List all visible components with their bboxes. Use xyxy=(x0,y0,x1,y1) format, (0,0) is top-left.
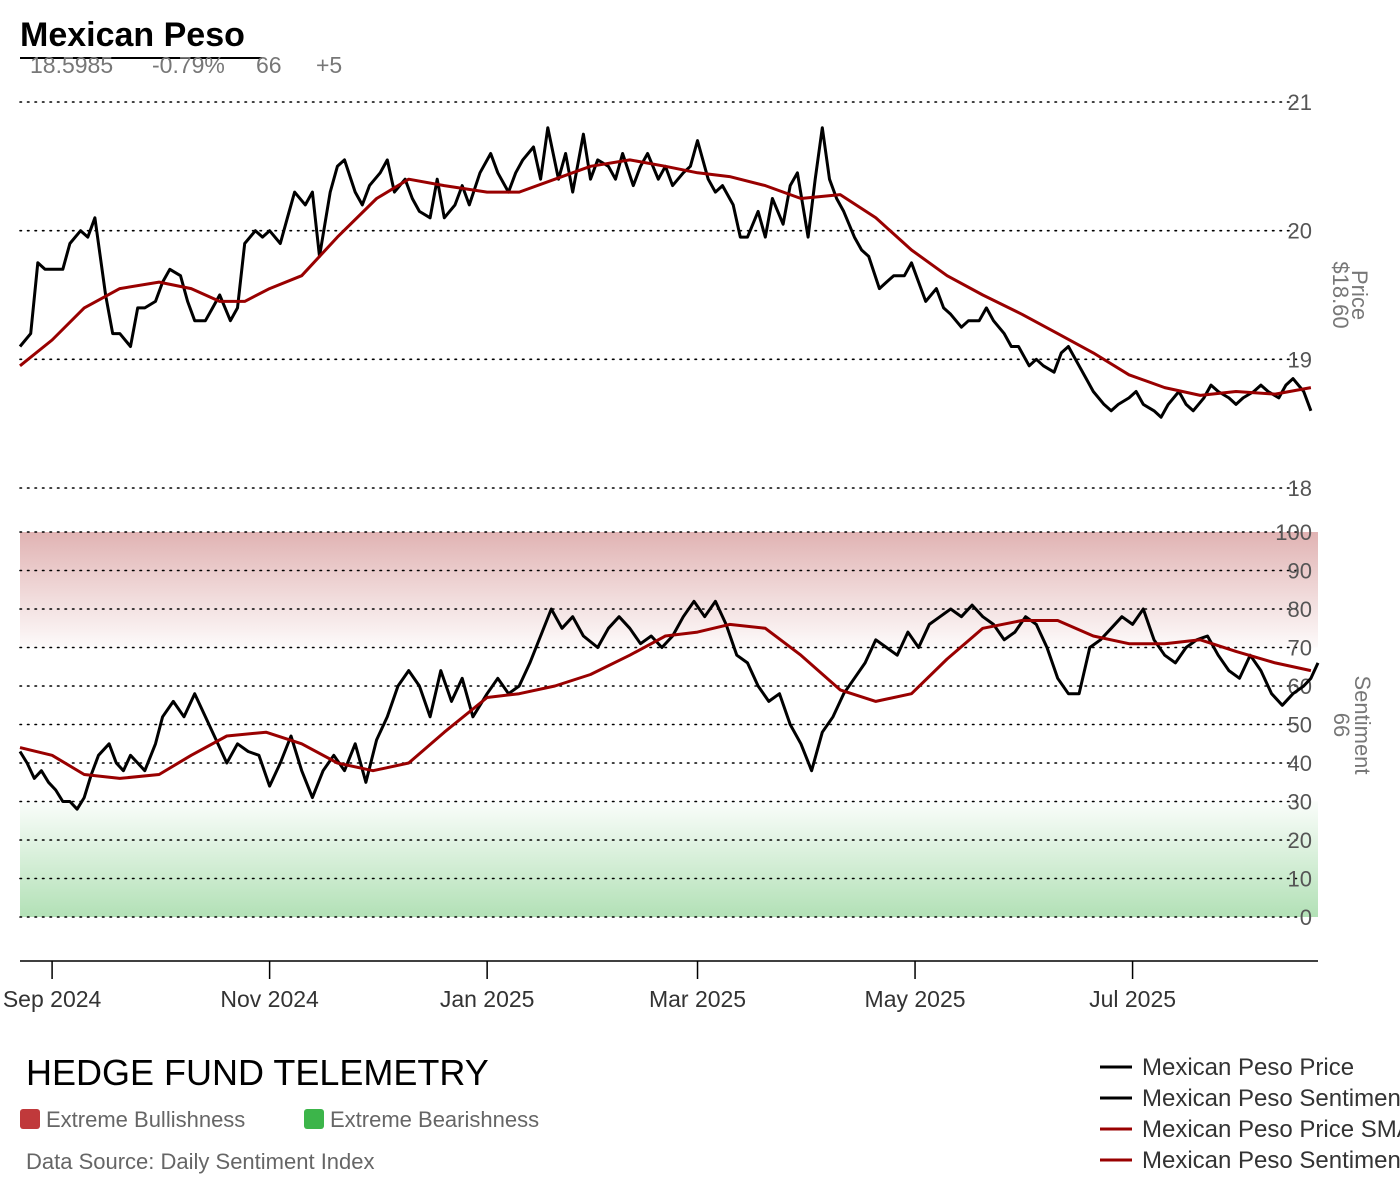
mexican-peso-price-line xyxy=(18,126,1313,419)
mexican-peso-price-sma-line xyxy=(19,158,1312,397)
mexican-peso-sentiment-sma-line xyxy=(19,619,1312,780)
price-tick-labels: 18 19 20 21 xyxy=(1288,90,1312,501)
legend-label: Mexican Peso Price xyxy=(1142,1054,1354,1081)
price-tick-label: 21 xyxy=(1288,90,1312,115)
price-tick-label: 20 xyxy=(1288,219,1312,244)
header-price: 18.5985 xyxy=(30,52,113,78)
sentiment-series-group xyxy=(18,599,1320,811)
x-tick-label: Jul 2025 xyxy=(1089,986,1176,1012)
bull-zone xyxy=(20,532,1318,648)
header-sentiment: 66 xyxy=(256,52,282,78)
header-change: -0.79% xyxy=(152,52,225,78)
x-tick-label: May 2025 xyxy=(865,986,966,1012)
sentiment-tick-label: 30 xyxy=(1288,790,1312,815)
x-axis-ticks: Sep 2024 Nov 2024 Jan 2025 Mar 2025 May 2025… xyxy=(3,961,1176,1012)
sentiment-tick-label: 0 xyxy=(1300,905,1312,930)
sentiment-tick-label: 20 xyxy=(1288,828,1312,853)
price-tick-label: 18 xyxy=(1288,476,1312,501)
x-tick-label: Nov 2024 xyxy=(220,986,319,1012)
bear-label: Extreme Bearishness xyxy=(330,1107,539,1132)
sentiment-tick-label: 80 xyxy=(1288,597,1312,622)
sentiment-tick-label: 90 xyxy=(1288,559,1312,584)
price-tick-label: 19 xyxy=(1288,347,1312,372)
brand-text: HEDGE FUND TELEMETRY xyxy=(26,1052,489,1093)
mexican-peso-sentiment-line xyxy=(18,599,1320,811)
sentiment-axis-value: 66 xyxy=(1329,713,1354,737)
legend-label: Mexican Peso Sentiment SMA xyxy=(1142,1147,1400,1174)
sentiment-tick-label: 70 xyxy=(1288,636,1312,661)
sentiment-tick-label: 50 xyxy=(1288,713,1312,738)
price-gridlines xyxy=(19,101,1301,489)
sentiment-gridlines xyxy=(19,531,1301,918)
header-sentiment-change: +5 xyxy=(316,52,342,78)
legend: Mexican Peso Price Mexican Peso Sentiment… xyxy=(1100,1054,1400,1174)
sentiment-tick-label: 40 xyxy=(1288,751,1312,776)
x-tick-label: Mar 2025 xyxy=(649,986,746,1012)
price-series-group xyxy=(18,126,1313,419)
bull-swatch xyxy=(20,1109,40,1129)
bull-label: Extreme Bullishness xyxy=(46,1107,245,1132)
bear-zone xyxy=(20,801,1318,917)
chart-title: Mexican Peso xyxy=(20,16,245,54)
bear-swatch xyxy=(304,1109,324,1129)
data-source: Data Source: Daily Sentiment Index xyxy=(26,1149,375,1174)
x-tick-label: Sep 2024 xyxy=(3,986,102,1012)
sentiment-tick-label: 10 xyxy=(1288,867,1312,892)
legend-label: Mexican Peso Price SMA xyxy=(1142,1116,1400,1143)
x-tick-label: Jan 2025 xyxy=(440,986,535,1012)
legend-label: Mexican Peso Sentiment xyxy=(1142,1085,1400,1112)
price-axis-value: $18.60 xyxy=(1328,261,1353,328)
price-axis-label: Price xyxy=(1347,270,1372,320)
sentiment-axis-label: Sentiment xyxy=(1350,675,1375,774)
sentiment-tick-label: 100 xyxy=(1275,520,1312,545)
